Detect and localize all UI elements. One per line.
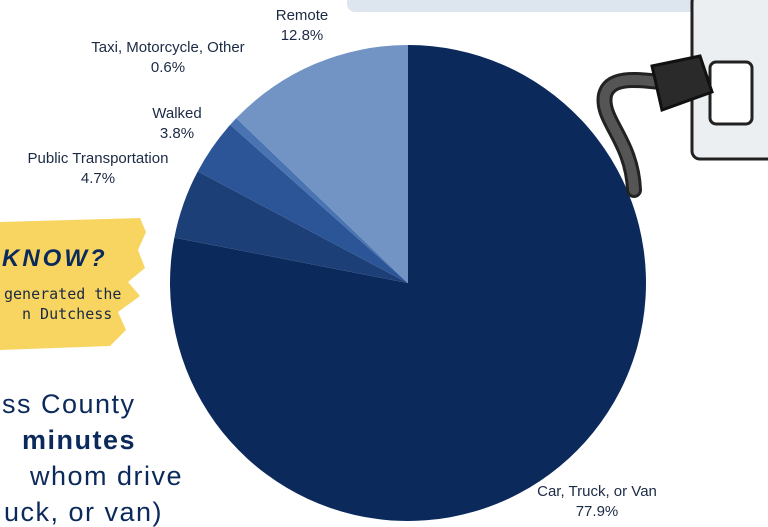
pie [170, 44, 646, 521]
slice-label: Car, Truck, or Van [537, 483, 657, 500]
body-line: minutes [22, 425, 136, 455]
slice-label: Remote [276, 7, 329, 24]
pie-slice [236, 44, 408, 283]
slice-value-label: 12.8% [281, 27, 324, 44]
body-line: ss County [2, 389, 136, 419]
slice-label: Public Transportation [28, 150, 169, 167]
callout-heading: KNOW? [2, 245, 108, 272]
top-banner [347, 0, 753, 12]
slice-value-label: 0.6% [151, 59, 185, 76]
slice-value-label: 77.9% [576, 503, 619, 520]
body-line: uck, or van) [4, 497, 163, 527]
slice-label: Walked [152, 105, 201, 122]
slice-value-label: 3.8% [160, 125, 194, 142]
callout-line: generated the [4, 285, 121, 303]
pie-slice [197, 124, 408, 284]
pie-slice [174, 171, 408, 283]
tape [0, 218, 146, 350]
slice-value-label: 4.7% [81, 170, 115, 187]
pie-slice [230, 118, 408, 283]
callout-line: n Dutchess [22, 305, 112, 323]
plug-illustration [596, 0, 768, 198]
body-line: whom drive [29, 461, 183, 491]
slice-label: Taxi, Motorcycle, Other [91, 39, 244, 56]
